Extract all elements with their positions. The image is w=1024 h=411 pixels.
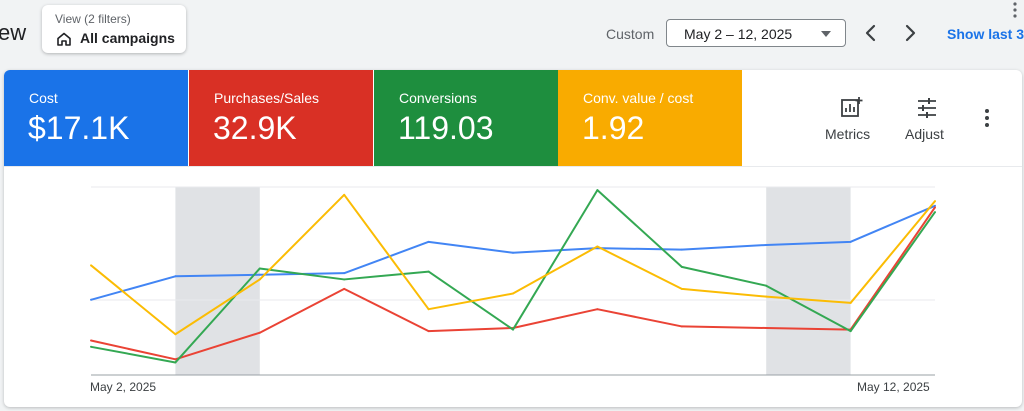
series-2-point-7 bbox=[680, 265, 683, 268]
view-filter-chip[interactable]: View (2 filters) All campaigns bbox=[42, 5, 186, 53]
metric-tile-conv-value-cost[interactable]: Conv. value / cost 1.92 bbox=[558, 70, 742, 166]
series-3-point-9 bbox=[849, 301, 852, 304]
metric-label: Cost bbox=[29, 90, 58, 106]
date-range-type-label: Custom bbox=[606, 26, 655, 42]
metric-label: Purchases/Sales bbox=[214, 90, 320, 106]
series-2-point-2 bbox=[258, 267, 261, 270]
series-3-point-4 bbox=[427, 308, 430, 311]
series-1-point-7 bbox=[680, 325, 683, 328]
page-title: ew bbox=[0, 20, 27, 45]
performance-line-chart bbox=[90, 186, 936, 376]
series-2-point-6 bbox=[596, 189, 599, 192]
dropdown-arrow-icon bbox=[821, 31, 831, 37]
metric-value: 119.03 bbox=[398, 110, 494, 146]
card-more-options-icon[interactable] bbox=[984, 108, 990, 128]
x-tick-label-start: May 2, 2025 bbox=[90, 380, 157, 394]
metrics-button[interactable]: Metrics bbox=[820, 70, 884, 166]
date-range-value: May 2 – 12, 2025 bbox=[684, 26, 793, 42]
series-3-point-6 bbox=[596, 245, 599, 248]
series-3-point-0 bbox=[90, 264, 92, 267]
weekend-band-1 bbox=[766, 187, 851, 375]
adjust-button-label: Adjust bbox=[905, 126, 944, 142]
metric-tile-conversions[interactable]: Conversions 119.03 bbox=[374, 70, 558, 166]
series-1-point-4 bbox=[427, 330, 430, 333]
series-0-point-3 bbox=[343, 272, 346, 275]
view-filter-label: View (2 filters) bbox=[55, 12, 131, 26]
metric-value: 1.92 bbox=[582, 110, 645, 146]
series-1-point-0 bbox=[90, 339, 92, 342]
series-0-point-9 bbox=[849, 240, 852, 243]
date-range-select[interactable]: May 2 – 12, 2025 bbox=[666, 19, 846, 47]
adjust-button[interactable]: Adjust bbox=[898, 70, 958, 166]
series-3-point-8 bbox=[765, 295, 768, 298]
series-3-point-10 bbox=[934, 200, 936, 203]
tiles-divider bbox=[4, 166, 1022, 167]
series-1-point-10 bbox=[934, 206, 936, 209]
series-2-point-5 bbox=[512, 328, 514, 331]
series-0-point-10 bbox=[934, 204, 936, 207]
add-chart-icon bbox=[841, 97, 863, 117]
series-2-point-10 bbox=[934, 211, 936, 214]
series-0-point-5 bbox=[512, 251, 514, 254]
series-3-point-5 bbox=[512, 292, 514, 295]
performance-card: Cost $17.1K Purchases/Sales 32.9K Conver… bbox=[4, 70, 1022, 407]
series-2-point-0 bbox=[90, 345, 92, 348]
series-0-point-1 bbox=[174, 275, 177, 278]
top-bar: ew View (2 filters) All campaigns Custom… bbox=[0, 0, 1024, 70]
series-3-point-7 bbox=[680, 287, 683, 290]
tune-icon bbox=[918, 98, 936, 118]
series-0-point-8 bbox=[765, 243, 768, 246]
series-0-point-4 bbox=[427, 240, 430, 243]
series-1-point-1 bbox=[174, 358, 177, 361]
metric-tile-cost[interactable]: Cost $17.1K bbox=[4, 70, 188, 166]
series-2-point-3 bbox=[343, 278, 346, 281]
metric-label: Conv. value / cost bbox=[583, 90, 694, 106]
series-0-point-0 bbox=[90, 298, 92, 301]
next-period-button[interactable] bbox=[897, 20, 923, 46]
series-1-point-3 bbox=[343, 287, 346, 290]
series-3-point-2 bbox=[258, 278, 261, 281]
metrics-button-label: Metrics bbox=[825, 126, 871, 142]
series-0-point-2 bbox=[258, 273, 261, 276]
metric-value: 32.9K bbox=[213, 110, 297, 146]
series-1-point-2 bbox=[258, 331, 261, 334]
x-tick-label-end: May 12, 2025 bbox=[857, 380, 930, 394]
series-3-point-1 bbox=[174, 333, 177, 336]
more-options-icon[interactable] bbox=[1012, 2, 1018, 18]
weekend-band-0 bbox=[175, 187, 260, 375]
previous-period-button[interactable] bbox=[858, 20, 884, 46]
series-2-point-1 bbox=[174, 361, 177, 364]
series-1-point-8 bbox=[765, 327, 768, 329]
series-3-point-3 bbox=[343, 193, 346, 196]
home-icon bbox=[57, 32, 71, 46]
metric-value: $17.1K bbox=[28, 110, 130, 146]
series-2-point-4 bbox=[427, 270, 430, 273]
series-0-point-7 bbox=[680, 248, 683, 251]
series-2-point-8 bbox=[765, 284, 768, 287]
metric-label: Conversions bbox=[399, 90, 477, 106]
series-1-point-6 bbox=[596, 308, 599, 311]
view-filter-value: All campaigns bbox=[80, 30, 175, 46]
metric-tile-purchases-sales[interactable]: Purchases/Sales 32.9K bbox=[189, 70, 373, 166]
show-last-link[interactable]: Show last 3 bbox=[947, 26, 1024, 42]
series-2-point-9 bbox=[849, 330, 852, 333]
